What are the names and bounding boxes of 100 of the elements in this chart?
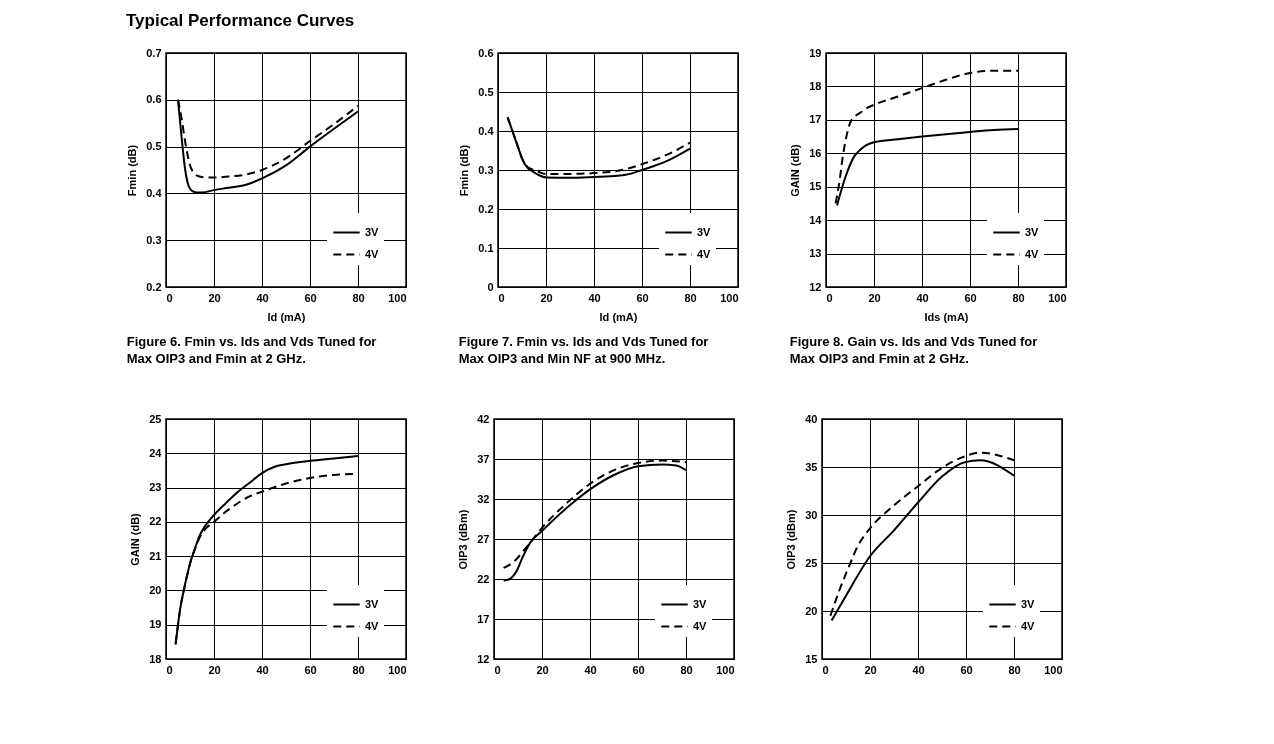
x-tick-label: 60: [960, 663, 973, 676]
y-tick-label: 37: [477, 452, 490, 465]
x-tick-label: 0: [498, 291, 505, 304]
legend-label: 4V: [365, 247, 380, 260]
y-tick-label: 13: [809, 247, 822, 260]
x-tick-label: 60: [636, 291, 649, 304]
x-tick-label: 40: [588, 291, 601, 304]
y-tick-label: 18: [149, 652, 162, 665]
y-axis-title: GAIN (dB): [789, 143, 802, 197]
y-tick-label: 0.5: [478, 85, 494, 98]
x-tick-label: 100: [716, 663, 735, 676]
x-tick-label: 80: [1012, 291, 1025, 304]
x-tick-label: 0: [166, 291, 173, 304]
legend-label: 4V: [697, 247, 712, 260]
y-tick-label: 17: [477, 612, 490, 625]
x-tick-label: 80: [684, 291, 697, 304]
x-tick-label: 100: [1048, 291, 1067, 304]
y-tick-label: 14: [809, 213, 823, 226]
y-tick-label: 25: [149, 412, 162, 425]
y-tick-label: 23: [149, 481, 162, 494]
legend-label: 3V: [1025, 225, 1040, 238]
y-tick-label: 40: [805, 412, 818, 425]
x-tick-label: 80: [680, 663, 693, 676]
caption: Figure 6. Fmin vs. Ids and Vds Tuned for Max OIP3 and Fmin at 2 GHz.: [126, 334, 377, 366]
y-tick-label: 19: [149, 618, 162, 631]
x-axis-title: Id (mA): [267, 310, 306, 323]
y-tick-label: 0.6: [478, 46, 494, 59]
y-tick-label: 0.2: [146, 280, 162, 293]
x-tick-label: 20: [536, 663, 549, 676]
y-tick-label: 19: [809, 46, 822, 59]
y-tick-label: 32: [477, 492, 490, 505]
y-tick-label: 27: [477, 532, 490, 545]
x-axis-title: Id (mA): [599, 310, 638, 323]
x-tick-label: 80: [352, 663, 365, 676]
x-tick-label: 60: [632, 663, 645, 676]
y-tick-label: 20: [805, 604, 818, 617]
x-tick-label: 100: [1044, 663, 1063, 676]
legend-label: 4V: [1021, 619, 1036, 632]
x-tick-label: 0: [166, 663, 173, 676]
y-tick-label: 12: [477, 652, 490, 665]
y-tick-label: 0.7: [146, 46, 162, 59]
x-tick-label: 60: [964, 291, 977, 304]
y-axis-title: Fmin (dB): [458, 144, 471, 197]
y-tick-label: 20: [149, 583, 162, 596]
y-tick-label: 22: [477, 572, 490, 585]
legend-label: 3V: [365, 597, 380, 610]
caption: Figure 8. Gain vs. Ids and Vds Tuned for Max OIP3 and Fmin at 2 GHz.: [789, 334, 1038, 366]
y-tick-label: 16: [809, 146, 822, 159]
x-tick-label: 40: [912, 663, 925, 676]
y-tick-label: 15: [809, 180, 822, 193]
x-tick-label: 100: [388, 291, 407, 304]
x-tick-label: 100: [720, 291, 739, 304]
legend-label: 3V: [697, 225, 712, 238]
x-tick-label: 20: [864, 663, 877, 676]
x-tick-label: 60: [304, 291, 317, 304]
y-tick-label: 0.5: [146, 140, 162, 153]
x-axis-title: Ids (mA): [924, 310, 969, 323]
legend-label: 3V: [365, 225, 380, 238]
y-tick-label: 24: [149, 446, 163, 459]
y-tick-label: 15: [805, 652, 818, 665]
y-tick-label: 30: [805, 508, 818, 521]
legend-label: 4V: [1025, 247, 1040, 260]
x-tick-label: 80: [352, 291, 365, 304]
x-tick-label: 40: [256, 663, 269, 676]
y-tick-label: 0.4: [478, 124, 495, 137]
x-tick-label: 60: [304, 663, 317, 676]
y-tick-label: 0: [487, 280, 494, 293]
y-tick-label: 22: [149, 515, 162, 528]
x-tick-label: 20: [540, 291, 553, 304]
x-tick-label: 20: [208, 291, 221, 304]
y-tick-label: 18: [809, 79, 822, 92]
x-tick-label: 0: [826, 291, 833, 304]
y-tick-label: 42: [477, 412, 490, 425]
y-tick-label: 0.2: [478, 202, 494, 215]
y-tick-label: 25: [805, 556, 818, 569]
x-tick-label: 20: [208, 663, 221, 676]
legend-label: 4V: [365, 619, 380, 632]
y-axis-title: OIP3 (dBm): [457, 509, 470, 570]
y-axis-title: Fmin (dB): [126, 144, 139, 197]
x-tick-label: 40: [256, 291, 269, 304]
legend-label: 4V: [693, 619, 708, 632]
y-tick-label: 0.4: [146, 186, 163, 199]
y-tick-label: 35: [805, 460, 818, 473]
y-tick-label: 0.1: [478, 241, 494, 254]
x-tick-label: 40: [584, 663, 597, 676]
chart-title: Typical Performance Curves: [125, 11, 355, 31]
y-tick-label: 0.3: [146, 233, 162, 246]
y-axis-title: OIP3 (dBm): [785, 509, 798, 570]
caption: Figure 7. Fmin vs. Ids and Vds Tuned for Max OIP3 and Min NF at 900 MHz.: [458, 334, 709, 366]
x-tick-label: 80: [1008, 663, 1021, 676]
y-tick-label: 12: [809, 280, 822, 293]
y-tick-label: 21: [149, 549, 162, 562]
y-axis-title: GAIN (dB): [129, 512, 142, 566]
y-tick-label: 17: [809, 113, 822, 126]
y-tick-label: 0.6: [146, 93, 162, 106]
x-tick-label: 100: [388, 663, 407, 676]
x-tick-label: 20: [868, 291, 881, 304]
legend-label: 3V: [693, 597, 708, 610]
x-tick-label: 40: [916, 291, 929, 304]
y-tick-label: 0.3: [478, 163, 494, 176]
